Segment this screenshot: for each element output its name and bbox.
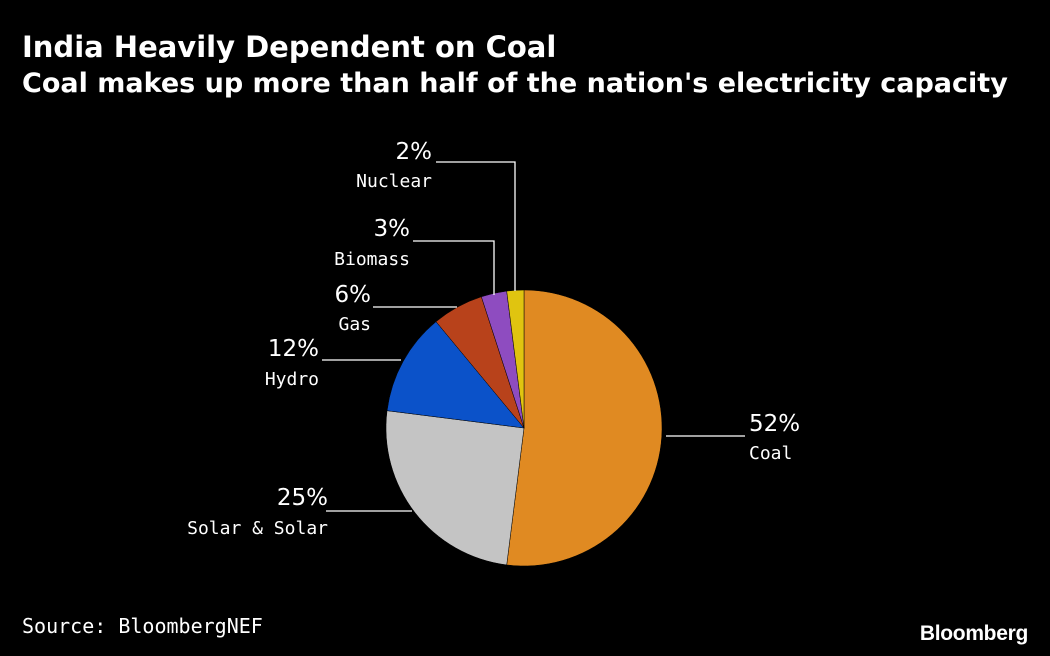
leader-line-biomass	[413, 240, 495, 295]
source-note: Source: BloombergNEF	[22, 614, 263, 638]
data-label-biomass: 3%	[374, 216, 411, 242]
pie-slice-solar-solar	[385, 410, 525, 566]
pie-slice-coal	[506, 289, 663, 567]
category-label-nuclear: Nuclear	[356, 171, 432, 192]
category-label-hydro: Hydro	[265, 369, 319, 390]
pie-slice-hydro	[386, 321, 525, 429]
data-label-gas: 6%	[335, 282, 372, 308]
category-label-gas: Gas	[338, 314, 371, 335]
category-label-biomass: Biomass	[334, 249, 410, 270]
category-label-solar-solar: Solar & Solar	[187, 518, 328, 539]
chart-title: India Heavily Dependent on Coal	[22, 30, 557, 64]
chart-subtitle: Coal makes up more than half of the nati…	[22, 68, 1008, 99]
data-label-solar-solar: 25%	[277, 485, 328, 511]
leader-line-nuclear	[436, 161, 516, 291]
data-label-nuclear: 2%	[396, 139, 433, 165]
data-label-coal: 52%	[749, 411, 800, 437]
data-label-hydro: 12%	[268, 336, 319, 362]
bloomberg-logo: Bloomberg	[919, 622, 1028, 645]
category-label-coal: Coal	[749, 443, 792, 464]
